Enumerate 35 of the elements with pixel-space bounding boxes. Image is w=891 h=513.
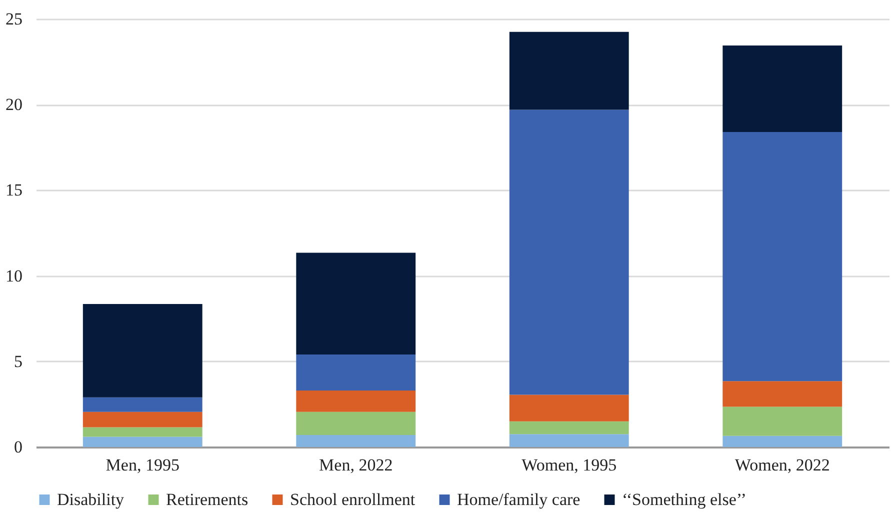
y-tick-label: 0 [14, 438, 22, 456]
bar [296, 252, 416, 355]
x-tick-label: Women, 2022 [734, 456, 830, 474]
bar [722, 132, 842, 382]
bar [722, 406, 842, 436]
bar [509, 394, 629, 422]
bar [82, 412, 202, 428]
y-tick-label: 5 [14, 352, 22, 371]
bar [82, 304, 202, 398]
y-tick-label: 10 [6, 266, 22, 286]
bar [82, 427, 202, 437]
bar [296, 435, 416, 447]
x-tick-label: Women, 1995 [522, 456, 617, 474]
legend-label: Retirements [166, 490, 248, 509]
bar [722, 46, 842, 132]
y-tick-label: 15 [6, 180, 22, 200]
bar [509, 421, 629, 434]
y-tick-label: 20 [6, 95, 22, 114]
bar [296, 412, 416, 436]
bar [296, 354, 416, 391]
bar [722, 381, 842, 407]
legend-label: ‘‘Something else’’ [622, 490, 746, 509]
bar [296, 390, 416, 412]
legend-label: Home/family care [457, 490, 580, 509]
bar [722, 436, 842, 447]
bar [82, 436, 202, 447]
x-tick-label: Men, 2022 [319, 456, 393, 474]
bar [509, 110, 629, 395]
bar [509, 32, 629, 110]
legend-label: School enrollment [290, 490, 416, 509]
legend-label: Disability [57, 490, 125, 509]
x-tick-label: Men, 1995 [106, 456, 180, 474]
bar [82, 397, 202, 412]
bar [509, 434, 629, 447]
y-tick-label: 25 [6, 10, 22, 28]
